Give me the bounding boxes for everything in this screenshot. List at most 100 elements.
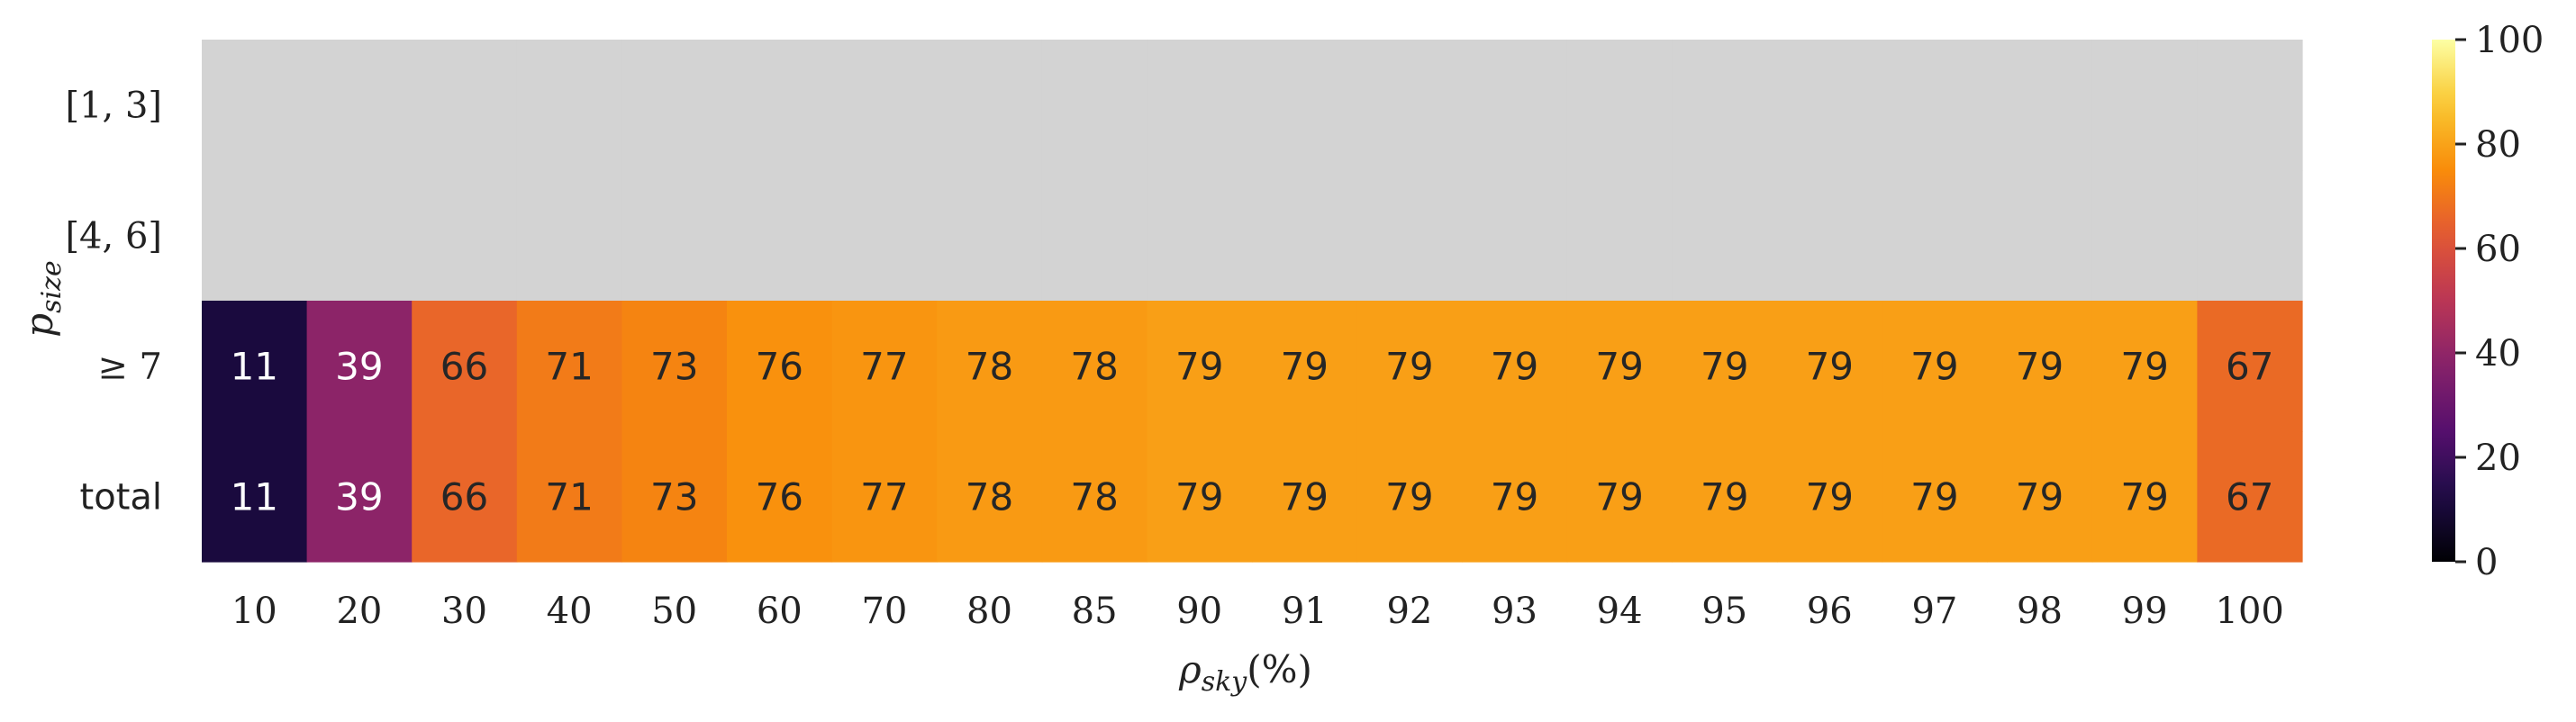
cell-label: 11 <box>231 475 278 519</box>
cell-label: 79 <box>2016 345 2064 389</box>
heatmap-cell-missing <box>516 170 622 302</box>
cell-annotations: 11 39 66 71 73 76 77 78 78 79 79 79 79 79 79 79 79 79 79 67… <box>231 345 2274 519</box>
x-tick-label: 40 <box>547 591 593 632</box>
heatmap-cell <box>621 301 728 432</box>
x-axis-label-sub: sky <box>1202 666 1248 698</box>
heatmap-cells <box>202 40 2303 563</box>
x-axis-label-base: ρ <box>1178 647 1202 691</box>
cell-label: 79 <box>2120 475 2168 519</box>
x-axis-label: ρsky(%) <box>1178 647 1312 698</box>
heatmap-cell-missing <box>202 40 308 171</box>
cell-label: 79 <box>1806 475 1854 519</box>
y-tick-label: [1, 3] <box>65 86 162 127</box>
heatmap-cell <box>516 301 622 432</box>
cell-label: 79 <box>1491 345 1538 389</box>
heatmap-cell <box>831 301 938 432</box>
cell-label: 79 <box>1281 345 1329 389</box>
heatmap-cell-missing <box>2197 170 2303 302</box>
cell-label: 79 <box>1701 475 1748 519</box>
heatmap-cell-missing <box>1041 170 1147 302</box>
heatmap-cell-missing <box>831 170 938 302</box>
heatmap-cell-missing <box>306 170 413 302</box>
heatmap-cell-missing <box>2091 40 2198 171</box>
heatmap-cell <box>1882 431 1988 563</box>
cell-label: 78 <box>966 475 1013 519</box>
heatmap-cell <box>1672 301 1778 432</box>
cell-label: 11 <box>231 345 278 389</box>
x-axis-ticks: 10 20 30 40 50 60 70 80 85 90 91 92 93 94 95 96 97 98 99 10… <box>231 591 2284 632</box>
cell-label: 39 <box>335 475 383 519</box>
x-tick-label: 90 <box>1176 591 1222 632</box>
heatmap-cell-missing <box>1147 40 1253 171</box>
heatmap-cell <box>1462 431 1568 563</box>
heatmap-cell <box>1987 431 2093 563</box>
cell-label: 79 <box>1175 345 1223 389</box>
heatmap-cell <box>1777 431 1883 563</box>
heatmap-cell-missing <box>1672 40 1778 171</box>
heatmap-cell <box>727 301 833 432</box>
cell-label: 79 <box>1175 475 1223 519</box>
y-axis-label: psize <box>17 260 68 337</box>
cell-label: 79 <box>1491 475 1538 519</box>
cell-label: 77 <box>860 345 908 389</box>
heatmap-cell-missing <box>621 170 728 302</box>
x-tick-label: 94 <box>1597 591 1643 632</box>
heatmap-cell-missing <box>1356 40 1463 171</box>
cell-label: 66 <box>440 345 488 389</box>
heatmap-cell-missing <box>1882 170 1988 302</box>
heatmap-cell <box>1356 431 1463 563</box>
heatmap-cell <box>1252 301 1358 432</box>
heatmap-cell-missing <box>1147 170 1253 302</box>
x-tick-label: 30 <box>441 591 487 632</box>
heatmap-cell-missing <box>1777 170 1883 302</box>
y-axis-label-sub: size <box>36 260 68 313</box>
colorbar-tick-label: 60 <box>2475 229 2521 270</box>
heatmap-cell-missing <box>1566 40 1673 171</box>
colorbar <box>2432 40 2455 562</box>
cell-label: 66 <box>440 475 488 519</box>
cell-label: 73 <box>650 475 698 519</box>
heatmap-cell-missing <box>831 40 938 171</box>
x-tick-label: 98 <box>2017 591 2063 632</box>
cell-label: 79 <box>2016 475 2064 519</box>
heatmap-cell <box>2091 301 2198 432</box>
y-axis-label-base: p <box>17 313 61 338</box>
heatmap-cell-missing <box>937 40 1043 171</box>
heatmap-cell-missing <box>1566 170 1673 302</box>
cell-label: 77 <box>860 475 908 519</box>
heatmap-cell-missing <box>202 170 308 302</box>
heatmap-cell <box>1147 431 1253 563</box>
heatmap-cell-missing <box>727 170 833 302</box>
heatmap-cell <box>1041 431 1147 563</box>
cell-label: 79 <box>1281 475 1329 519</box>
cell-label: 78 <box>966 345 1013 389</box>
cell-label: 78 <box>1070 345 1118 389</box>
heatmap-cell-missing <box>2091 170 2198 302</box>
heatmap-cell <box>2091 431 2198 563</box>
colorbar-tick-label: 0 <box>2475 542 2498 583</box>
heatmap-cell <box>1566 301 1673 432</box>
x-tick-label: 60 <box>757 591 803 632</box>
heatmap-cell-missing <box>1987 40 2093 171</box>
heatmap-cell <box>412 301 518 432</box>
heatmap-cell <box>202 431 308 563</box>
heatmap-cell <box>1252 431 1358 563</box>
colorbar-tick-label: 100 <box>2475 20 2544 61</box>
cell-label: 73 <box>650 345 698 389</box>
heatmap-cell-missing <box>306 40 413 171</box>
x-tick-label: 93 <box>1492 591 1537 632</box>
heatmap-cell-missing <box>1252 40 1358 171</box>
x-tick-label: 97 <box>1911 591 1957 632</box>
y-tick-label: [4, 6] <box>65 216 162 257</box>
heatmap-cell <box>1566 431 1673 563</box>
cell-label: 71 <box>545 475 593 519</box>
colorbar-ticks: 0 20 40 60 80 100 <box>2455 20 2544 583</box>
x-tick-label: 20 <box>336 591 382 632</box>
x-tick-label: 50 <box>651 591 697 632</box>
x-tick-label: 80 <box>966 591 1012 632</box>
heatmap-cell <box>1147 301 1253 432</box>
cell-label: 79 <box>1595 345 1643 389</box>
heatmap-cell <box>2197 431 2303 563</box>
x-tick-label: 95 <box>1701 591 1747 632</box>
